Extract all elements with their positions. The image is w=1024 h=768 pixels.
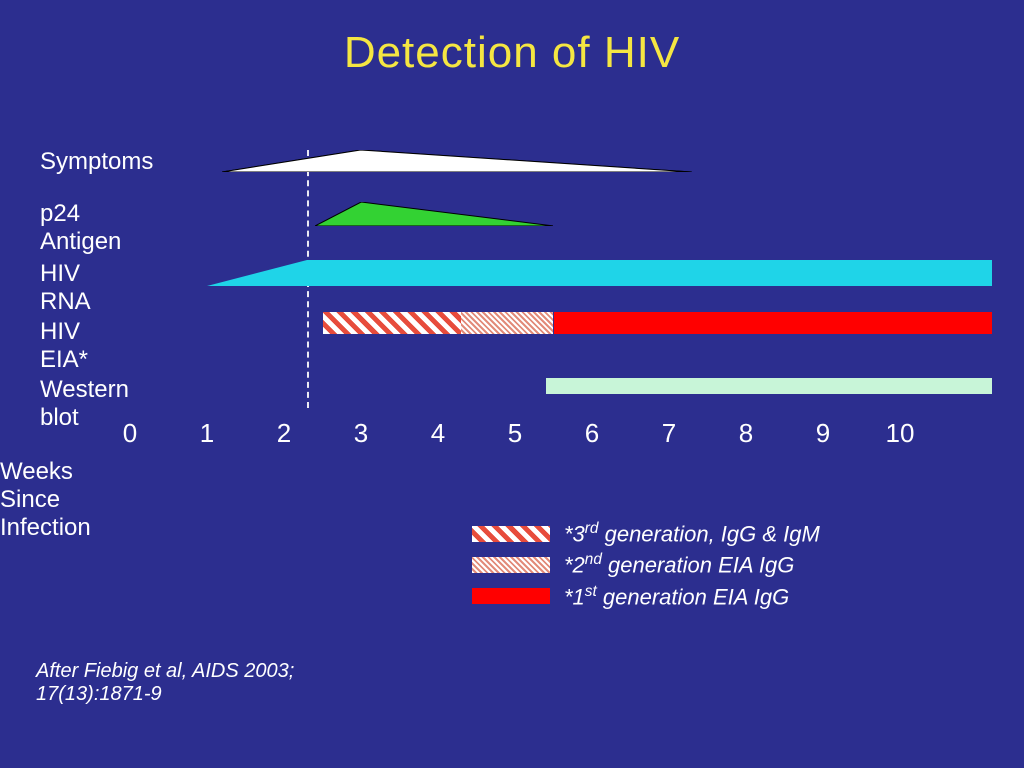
- legend-swatch: [472, 526, 550, 542]
- shape-eia-seg2: [554, 312, 993, 334]
- citation: After Fiebig et al, AIDS 2003;17(13):187…: [36, 660, 294, 706]
- xaxis-tick: 0: [115, 418, 145, 449]
- xaxis-tick: 5: [500, 418, 530, 449]
- row-label-symptoms: Symptoms: [40, 148, 153, 176]
- legend-label: *2nd generation EIA IgG: [564, 551, 794, 578]
- xaxis-tick: 6: [577, 418, 607, 449]
- row-label-eia: HIV EIA*: [40, 318, 88, 374]
- xaxis-tick: 7: [654, 418, 684, 449]
- legend-label: *3rd generation, IgG & IgM: [564, 520, 820, 547]
- slide-title: Detection of HIV: [0, 28, 1024, 78]
- xaxis-tick: 9: [808, 418, 838, 449]
- xaxis-tick: 2: [269, 418, 299, 449]
- legend-swatch: [472, 557, 550, 573]
- legend-item: *3rd generation, IgG & IgM: [472, 520, 820, 547]
- xaxis-tick: 10: [885, 418, 915, 449]
- legend: *3rd generation, IgG & IgM *2nd generatio…: [472, 516, 820, 614]
- xaxis-tick: 8: [731, 418, 761, 449]
- xaxis-tick: 4: [423, 418, 453, 449]
- shape-p24: [315, 202, 554, 226]
- legend-item: *1st generation EIA IgG: [472, 583, 820, 610]
- shape-wb: [546, 378, 993, 394]
- shape-symptoms: [222, 150, 692, 172]
- shape-eia-seg0: [323, 312, 462, 334]
- legend-swatch: [472, 588, 550, 604]
- xaxis-tick: 1: [192, 418, 222, 449]
- xaxis-tick: 3: [346, 418, 376, 449]
- row-label-rna: HIV RNA: [40, 260, 91, 316]
- shape-eia-seg1: [461, 312, 553, 334]
- legend-item: *2nd generation EIA IgG: [472, 551, 820, 578]
- row-label-p24: p24 Antigen: [40, 200, 121, 256]
- legend-label: *1st generation EIA IgG: [564, 583, 789, 610]
